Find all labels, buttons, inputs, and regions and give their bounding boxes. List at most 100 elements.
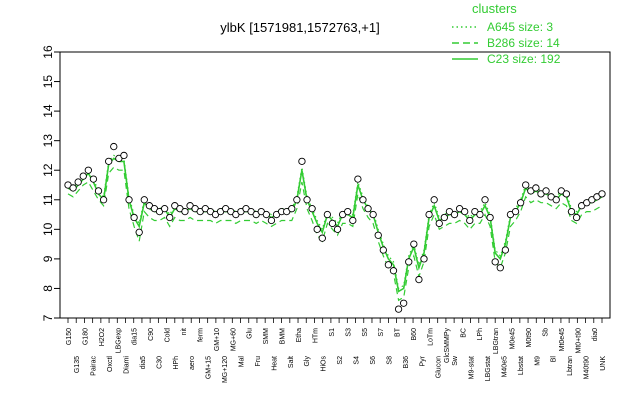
x-tick-label: G135	[74, 356, 81, 373]
data-point	[496, 264, 504, 272]
data-point	[303, 196, 311, 204]
data-point	[567, 207, 576, 216]
x-tick-label: Pyr	[419, 355, 426, 366]
data-point	[481, 196, 489, 204]
data-point	[466, 216, 474, 225]
data-point	[135, 228, 143, 236]
data-point	[333, 225, 342, 233]
data-point	[384, 261, 393, 269]
x-tick-label: Mal	[239, 356, 246, 368]
x-tick-label: Mt0e45	[559, 328, 566, 351]
x-tick-label: Cold	[165, 328, 172, 343]
data-point	[440, 213, 448, 222]
chart-title: ylbK [1571981,1572763,+1]	[220, 20, 379, 35]
legend-title: clusters	[472, 1, 517, 16]
x-tick-label: Lbstat	[518, 356, 525, 375]
data-point	[99, 196, 108, 204]
data-point	[69, 184, 77, 192]
y-tick-label: 8	[41, 285, 55, 292]
data-point	[288, 204, 296, 213]
x-tick-label: LBGexp	[115, 328, 122, 353]
data-point	[105, 157, 113, 166]
data-point	[349, 216, 357, 225]
x-tick-label: S4	[354, 356, 361, 365]
x-tick-label: Pairac	[91, 356, 98, 376]
data-point	[511, 207, 520, 216]
data-point	[364, 204, 372, 213]
data-point	[166, 213, 174, 222]
data-point	[298, 157, 306, 166]
data-point	[110, 142, 118, 151]
x-tick-label: Fru	[255, 356, 262, 367]
data-point	[308, 204, 316, 213]
data-point	[125, 196, 133, 204]
data-point	[328, 219, 337, 228]
x-tick-label: MG+120	[222, 356, 229, 383]
x-tick-label: B60	[411, 328, 418, 341]
data-point	[501, 246, 510, 254]
data-point	[374, 231, 382, 239]
x-tick-label: GlcSMMPy	[444, 328, 451, 364]
data-point	[516, 199, 525, 207]
y-tick-label: 13	[41, 134, 55, 148]
x-tick-label: nit	[181, 328, 188, 335]
x-tick-label: M0e45	[510, 328, 517, 350]
x-tick-label: S6	[370, 356, 377, 365]
x-tick-label: M40t90	[584, 356, 591, 379]
x-tick-label: LPh	[477, 328, 484, 341]
x-tick-label: G150	[66, 328, 73, 345]
x-tick-label: Etha	[296, 328, 303, 343]
x-tick-label: M9-stat	[469, 356, 476, 379]
x-tick-label: LBGtran	[493, 328, 500, 354]
data-point	[267, 216, 276, 225]
series-line-dotted	[67, 154, 603, 290]
data-point	[344, 207, 352, 216]
data-point	[486, 213, 494, 222]
x-tick-label: aero	[189, 356, 196, 370]
x-tick-label: S1	[329, 328, 336, 337]
data-point	[461, 207, 469, 216]
x-tick-label: S5	[362, 328, 369, 337]
data-point	[318, 234, 326, 242]
plot-frame	[59, 51, 611, 319]
x-tick-label: M40e5	[501, 356, 508, 378]
data-point	[89, 175, 98, 183]
data-point	[140, 196, 148, 204]
x-tick-label: BT	[395, 327, 402, 337]
data-point	[450, 210, 459, 219]
data-point	[130, 213, 138, 222]
x-tick-label: dia15	[132, 328, 139, 345]
data-point	[400, 299, 408, 307]
x-tick-label: C30	[156, 356, 163, 369]
data-point	[84, 166, 92, 174]
legend-label-b286: B286 size: 14	[487, 36, 560, 50]
data-point	[74, 178, 82, 186]
data-point	[435, 219, 443, 228]
x-tick-label: Gly	[304, 356, 311, 367]
x-tick-label: SMM	[263, 328, 270, 345]
data-point	[369, 210, 377, 219]
data-point	[94, 187, 103, 195]
x-tick-label: S8	[386, 356, 393, 365]
data-point	[420, 255, 428, 263]
data-point	[598, 190, 606, 198]
x-tick-label: C90	[148, 328, 155, 341]
y-tick-label: 16	[41, 45, 55, 59]
legend-label-a645: A645 size: 3	[487, 20, 553, 34]
data-point	[359, 196, 367, 204]
x-tick-label: B36	[403, 356, 410, 369]
data-point	[394, 305, 403, 313]
x-tick-label: Oxctl	[107, 356, 114, 372]
data-point	[354, 175, 362, 183]
data-point	[491, 258, 499, 266]
x-tick-label: LBGstat	[485, 356, 492, 381]
y-tick-label: 14	[41, 104, 55, 118]
data-point	[79, 172, 87, 180]
y-tick-label: 10	[41, 222, 55, 236]
x-tick-label: M9	[534, 356, 541, 366]
data-point	[532, 184, 540, 192]
x-tick-label: GM+15	[206, 356, 213, 379]
data-point	[476, 210, 484, 219]
data-point	[410, 240, 418, 248]
x-tick-label: HTm	[312, 328, 319, 343]
